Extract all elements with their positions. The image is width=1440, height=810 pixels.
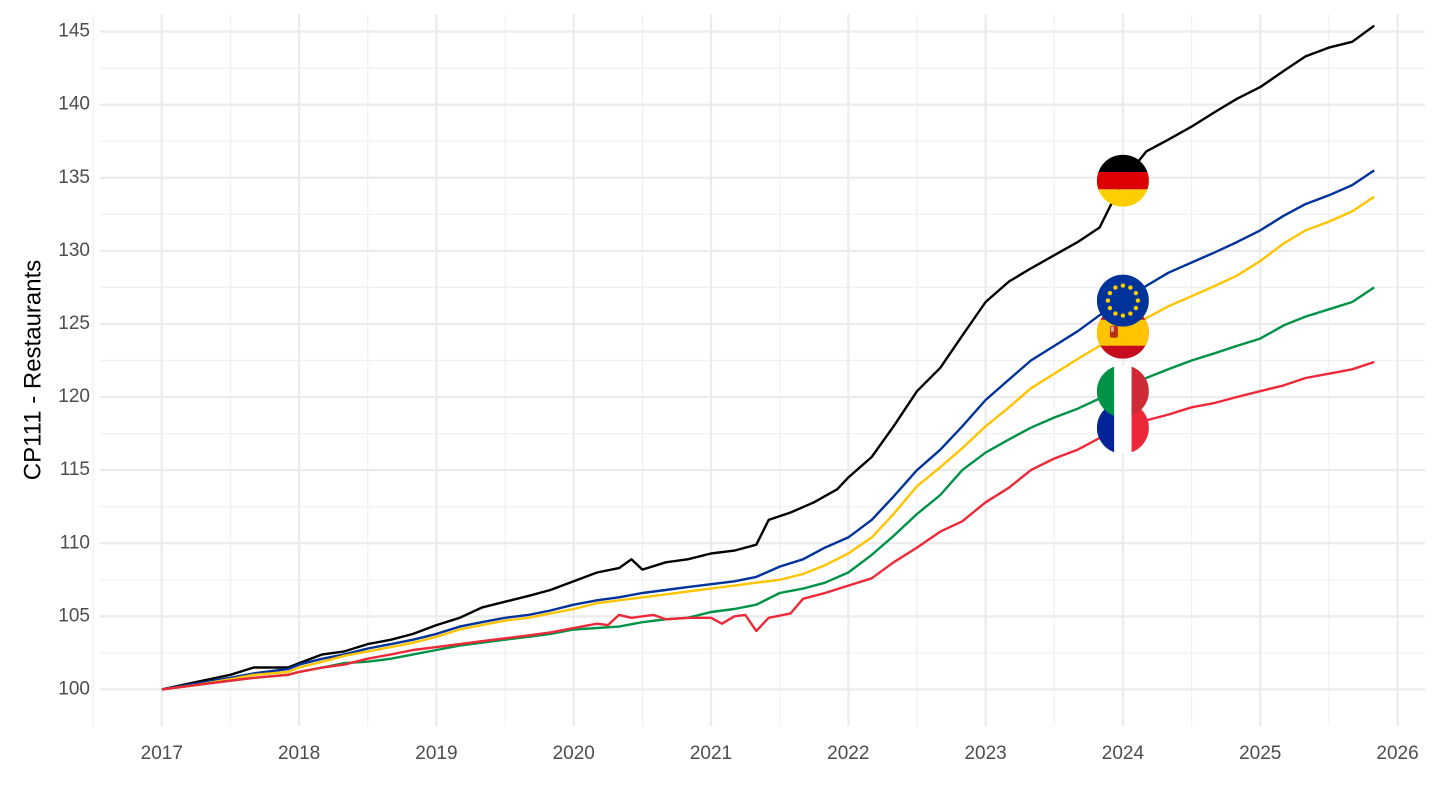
x-tick-label: 2018 (278, 743, 320, 764)
x-tick-label: 2019 (415, 743, 457, 764)
y-tick-label: 140 (58, 94, 90, 115)
grid (92, 14, 1425, 726)
x-tick-label: 2025 (1239, 743, 1281, 764)
x-tick-label: 2023 (964, 743, 1006, 764)
y-tick-label: 105 (58, 605, 90, 626)
x-tick-label: 2024 (1102, 743, 1145, 764)
y-tick-label: 125 (58, 313, 90, 334)
y-tick-label: 145 (58, 21, 90, 42)
x-tick-label: 2026 (1376, 743, 1418, 764)
x-tick-label: 2022 (827, 743, 869, 764)
series-line-italy (161, 286, 1375, 691)
y-tick-label: 100 (58, 678, 90, 699)
y-tick-label: 110 (60, 532, 90, 553)
x-tick-label: 2021 (690, 743, 732, 764)
flag-markers (1096, 154, 1149, 454)
y-tick-label: 115 (60, 459, 90, 480)
y-axis-title: CP111 - Restaurants (19, 260, 46, 481)
y-tick-label: 120 (58, 386, 90, 407)
y-tick-label: 135 (58, 167, 90, 188)
series-lines (161, 24, 1375, 691)
y-tick-label: 130 (58, 240, 90, 261)
y-axis: 100 105 110 115 120 125 130 135 140 145 (58, 21, 90, 700)
x-tick-label: 2020 (553, 743, 595, 764)
italy-flag-icon (1096, 365, 1149, 418)
x-tick-label: 2017 (141, 743, 183, 764)
germany-flag-icon (1096, 154, 1149, 207)
series-line-germany (161, 24, 1375, 691)
x-axis: 2017 2018 2019 2020 2021 2022 2023 2024 2025 2026 (141, 743, 1419, 764)
series-line-euro-area (161, 169, 1375, 691)
series-line-france (161, 360, 1375, 691)
eu-flag-icon (1096, 274, 1149, 327)
series-line-spain (161, 195, 1375, 691)
